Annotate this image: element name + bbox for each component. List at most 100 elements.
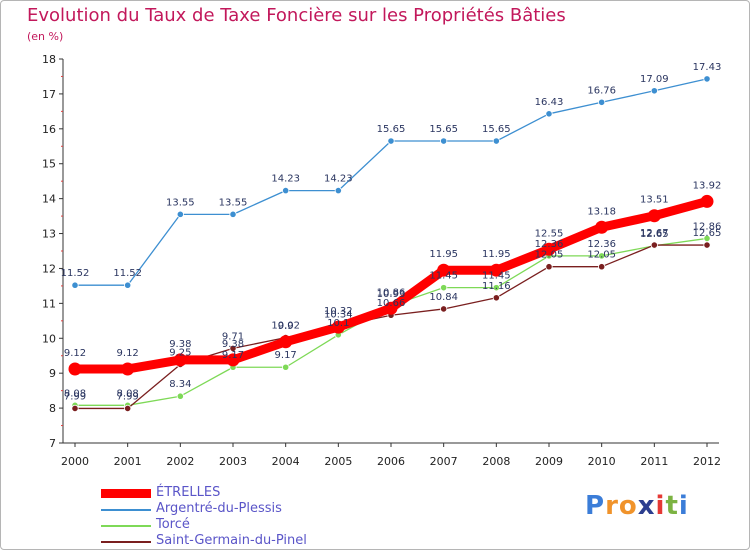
series-point-0 <box>700 194 714 208</box>
series-point-0 <box>121 362 135 376</box>
series-point-0 <box>489 263 503 277</box>
logo-letter: o <box>618 491 638 521</box>
logo-letter: t <box>665 491 679 521</box>
data-label-1: 15.65 <box>429 124 458 135</box>
logo-letter: r <box>605 491 619 521</box>
series-point-0 <box>173 353 187 367</box>
x-tick-label: 2010 <box>588 455 616 468</box>
y-tick-label: 14 <box>42 193 56 206</box>
data-label-1: 17.43 <box>693 62 722 73</box>
legend-label: ÉTRELLES <box>156 485 221 500</box>
series-point-3 <box>650 241 658 249</box>
data-label-1: 14.23 <box>271 174 300 185</box>
series-point-2 <box>492 284 500 292</box>
series-point-1 <box>71 281 79 289</box>
series-lines <box>68 75 714 413</box>
y-tick-label: 7 <box>49 437 56 450</box>
data-label-0: 10.86 <box>377 287 406 298</box>
data-label-2: 11.45 <box>429 271 458 282</box>
series-point-1 <box>440 137 448 145</box>
chart-title: Evolution du Taux de Taxe Foncière sur l… <box>27 5 566 26</box>
series-point-2 <box>176 392 184 400</box>
series-point-1 <box>229 210 237 218</box>
data-label-2: 8.34 <box>169 379 191 390</box>
data-label-1: 16.43 <box>535 97 564 108</box>
x-ticks: 2000 2001 2002 2003 2004 2005 2006 2007 2008 2009… <box>61 443 721 468</box>
data-label-3: 10.66 <box>377 298 406 309</box>
data-label-2: 10.93 <box>377 289 406 300</box>
data-label-2: 11.45 <box>482 271 511 282</box>
data-label-2: 12.36 <box>535 239 564 250</box>
unit-label: (en %) <box>27 30 64 43</box>
data-label-1: 15.65 <box>377 124 406 135</box>
data-label-0: 13.18 <box>587 206 616 217</box>
y-tick-label: 12 <box>42 262 56 275</box>
series-point-1 <box>703 75 711 83</box>
series-point-0 <box>279 335 293 349</box>
proxiti-logo: Proxiti <box>585 491 689 521</box>
x-tick-label: 2007 <box>430 455 458 468</box>
x-tick-label: 2004 <box>272 455 300 468</box>
series-point-1 <box>176 210 184 218</box>
data-label-0: 9.38 <box>169 339 191 350</box>
x-tick-label: 2002 <box>166 455 194 468</box>
data-label-2: 12.86 <box>693 221 722 232</box>
data-label-1: 14.23 <box>324 174 353 185</box>
series-point-1 <box>334 187 342 195</box>
series-point-2 <box>598 252 606 260</box>
data-label-0: 9.12 <box>117 348 139 359</box>
series-point-0 <box>226 353 240 367</box>
x-tick-label: 2003 <box>219 455 247 468</box>
series-point-3 <box>229 344 237 352</box>
series-point-0 <box>68 362 82 376</box>
data-label-0: 11.95 <box>482 249 511 260</box>
legend-swatch <box>101 525 151 527</box>
series-point-1 <box>492 137 500 145</box>
data-label-0: 9.12 <box>64 348 86 359</box>
data-label-3: 9.71 <box>222 331 244 342</box>
data-label-3: 12.65 <box>693 228 722 239</box>
series-point-3 <box>124 404 132 413</box>
series-point-1 <box>124 281 132 289</box>
data-label-2: 9.17 <box>222 350 244 361</box>
y-tick-label: 9 <box>49 367 56 380</box>
logo-letter: i <box>655 491 666 521</box>
y-tick-label: 8 <box>49 402 56 415</box>
logo-letter: i <box>678 491 689 521</box>
x-tick-label: 2011 <box>640 455 668 468</box>
data-label-2: 9.17 <box>275 350 297 361</box>
data-label-2: 8.08 <box>117 388 139 399</box>
y-tick-label: 13 <box>42 228 56 241</box>
series-point-3 <box>703 241 711 249</box>
series-point-1 <box>387 137 395 145</box>
data-label-1: 11.52 <box>61 268 90 279</box>
data-label-3: 7.99 <box>117 391 139 402</box>
logo-letter: x <box>637 491 656 521</box>
legend-label: Torcé <box>156 517 190 532</box>
data-label-0: 9.38 <box>222 339 244 350</box>
data-label-2: 8.08 <box>64 388 86 399</box>
series-point-1 <box>598 98 606 106</box>
y-tick-label: 17 <box>42 88 56 101</box>
series-point-0 <box>384 301 398 315</box>
data-label-0: 9.9 <box>278 321 294 332</box>
x-tick-label: 2008 <box>482 455 510 468</box>
y-tick-label: 15 <box>42 158 56 171</box>
series-point-0 <box>437 263 451 277</box>
data-label-1: 11.52 <box>113 268 142 279</box>
series-point-2 <box>440 284 448 292</box>
data-label-3: 12.67 <box>640 228 669 239</box>
x-tick-label: 2006 <box>377 455 405 468</box>
data-label-3: 10.34 <box>324 309 353 320</box>
data-label-1: 17.09 <box>640 74 669 85</box>
data-label-3: 9.25 <box>169 347 191 358</box>
series-point-1 <box>650 87 658 95</box>
series-point-3 <box>492 294 500 302</box>
x-tick-label: 2005 <box>324 455 352 468</box>
data-label-0: 12.55 <box>535 228 564 239</box>
legend-label: Saint-Germain-du-Pinel <box>156 533 307 548</box>
legend-swatch <box>101 489 151 498</box>
data-label-1: 13.55 <box>166 197 195 208</box>
